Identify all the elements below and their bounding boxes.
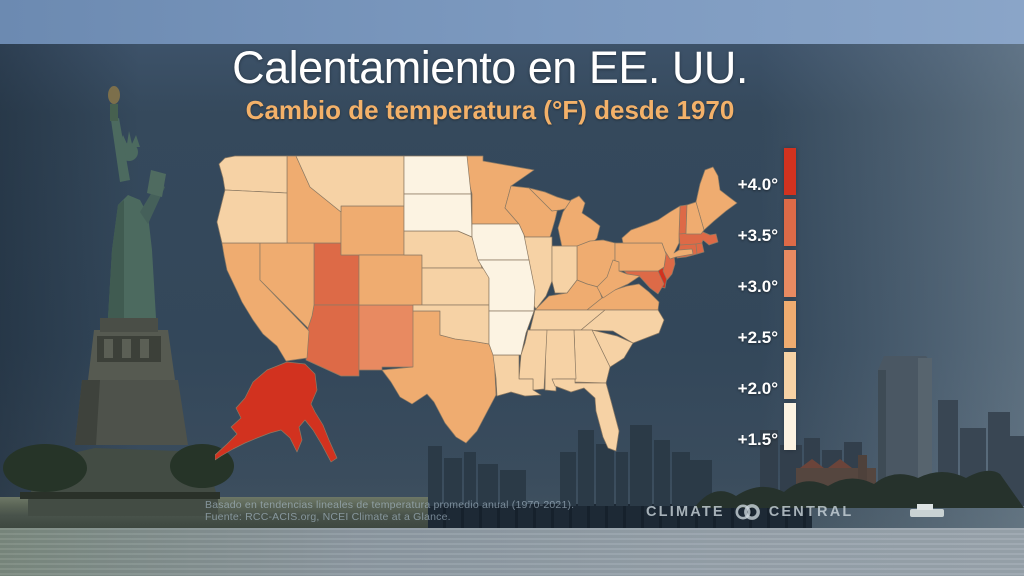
logo-word-climate: CLIMATE [646,504,725,520]
state-MI [557,195,601,248]
legend-label: +2.0° [737,379,778,398]
source-note: Basado en tendencias lineales de tempera… [205,499,575,523]
state-AK [215,361,338,463]
state-ND [403,155,472,195]
state-WV [596,259,641,299]
logo-word-central: CENTRAL [768,504,854,520]
interlocked-rings-icon [732,503,762,521]
state-KS [421,267,490,306]
state-AR [488,310,535,356]
legend-label: +1.5° [737,430,778,449]
state-OR [216,189,288,244]
legend-swatch [784,352,796,399]
state-WY [340,205,405,256]
legend-label: +3.0° [737,277,778,296]
tree-band [694,470,1024,508]
us-choropleth-map [215,155,738,463]
legend-label: +2.5° [737,328,778,347]
state-AZ [305,304,360,377]
legend-label: +3.5° [737,226,778,245]
legend-swatch [784,148,796,195]
page-title: Calentamiento en EE. UU. [232,42,748,93]
legend-swatch [784,199,796,246]
legend-swatch [784,250,796,297]
source-note-line1: Basado en tendencias lineales de tempera… [205,499,575,511]
state-WA [218,155,288,194]
legend-label: +4.0° [737,175,778,194]
state-NH [685,201,705,235]
climate-central-logo: CLIMATE CENTRAL [646,503,853,521]
state-SD [403,193,473,238]
tall-tower [878,356,932,506]
state-CO [358,254,423,306]
state-LA [492,354,542,397]
legend-swatch [784,403,796,450]
state-IN [551,245,578,294]
sky-photo-strip [0,0,1024,46]
page-subtitle: Cambio de temperatura (°F) desde 1970 [245,94,735,125]
statue-of-liberty [108,86,166,318]
state-ME [695,166,738,231]
source-note-line2: Fuente: RCC-ACIS.org, NCEI Climate at a … [205,510,451,523]
color-scale-legend: +4.0° +3.5° +3.0° +2.5° +2.0° +1.5° [706,148,806,458]
harbor-water [0,528,1024,576]
legend-swatch [784,301,796,348]
liberty-island [3,444,234,516]
header: Calentamiento en EE. UU. Cambio de tempe… [200,42,780,126]
statue-pedestal [75,318,188,445]
state-PA [614,242,667,272]
state-IA [471,223,530,261]
state-NM [358,304,423,371]
state-NY [621,205,694,260]
ferry-boat [910,504,944,517]
state-RI [695,242,705,255]
city-skyline-mid [428,425,712,506]
state-FL [551,378,620,452]
